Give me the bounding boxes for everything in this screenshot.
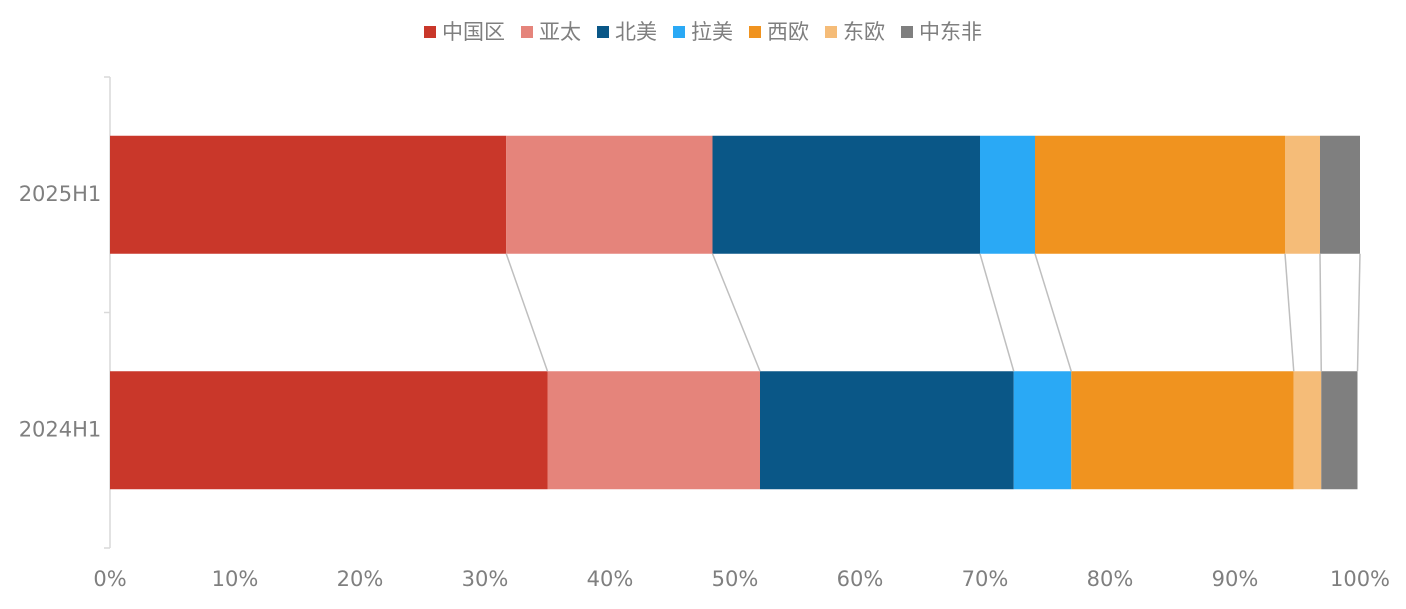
bar-segment xyxy=(110,135,507,254)
legend-swatch xyxy=(825,26,837,38)
connector xyxy=(979,253,1015,372)
connector xyxy=(1284,253,1295,372)
bar-segment xyxy=(506,135,713,254)
x-tick-label: 10% xyxy=(212,567,259,591)
legend-swatch xyxy=(673,26,685,38)
legend-label: 中东非 xyxy=(919,20,982,44)
x-tick-label: 70% xyxy=(962,567,1009,591)
legend-swatch xyxy=(521,26,533,38)
x-tick-label: 30% xyxy=(462,567,509,591)
connector xyxy=(1356,253,1361,372)
x-tick-label: 50% xyxy=(712,567,759,591)
connector xyxy=(505,253,549,372)
legend-swatch xyxy=(424,26,436,38)
y-tick-label: 2025H1 xyxy=(19,182,102,206)
x-tick-label: 60% xyxy=(837,567,884,591)
bar-segment xyxy=(1321,371,1358,490)
bar-segment xyxy=(1293,371,1322,490)
bar-segment xyxy=(980,135,1035,254)
y-tick-label: 2024H1 xyxy=(19,417,102,441)
bar-segment xyxy=(1285,135,1320,254)
legend-label: 中国区 xyxy=(442,20,505,44)
legend-swatch xyxy=(749,26,761,38)
legend-label: 拉美 xyxy=(691,20,733,44)
connector xyxy=(711,253,761,372)
bar-segment xyxy=(1071,371,1294,490)
bar-segment xyxy=(712,135,980,254)
connector xyxy=(1034,253,1072,372)
x-tick-label: 80% xyxy=(1087,567,1134,591)
legend-label: 东欧 xyxy=(843,20,885,44)
bar-segment xyxy=(1320,135,1360,254)
connector xyxy=(1319,253,1322,372)
bar-segment xyxy=(547,371,760,490)
x-tick-label: 90% xyxy=(1212,567,1259,591)
bar-segment xyxy=(1035,135,1285,254)
x-tick-label: 40% xyxy=(587,567,634,591)
legend-swatch xyxy=(901,26,913,38)
legend-label: 亚太 xyxy=(539,20,581,44)
legend-swatch xyxy=(597,26,609,38)
legend-label: 北美 xyxy=(615,20,657,44)
bar-segment xyxy=(110,371,548,490)
legend-label: 西欧 xyxy=(767,20,809,44)
bar-segment xyxy=(1013,371,1072,490)
x-tick-label: 0% xyxy=(93,567,126,591)
bar-segment xyxy=(760,371,1014,490)
x-tick-label: 100% xyxy=(1330,567,1390,591)
x-tick-label: 20% xyxy=(337,567,384,591)
